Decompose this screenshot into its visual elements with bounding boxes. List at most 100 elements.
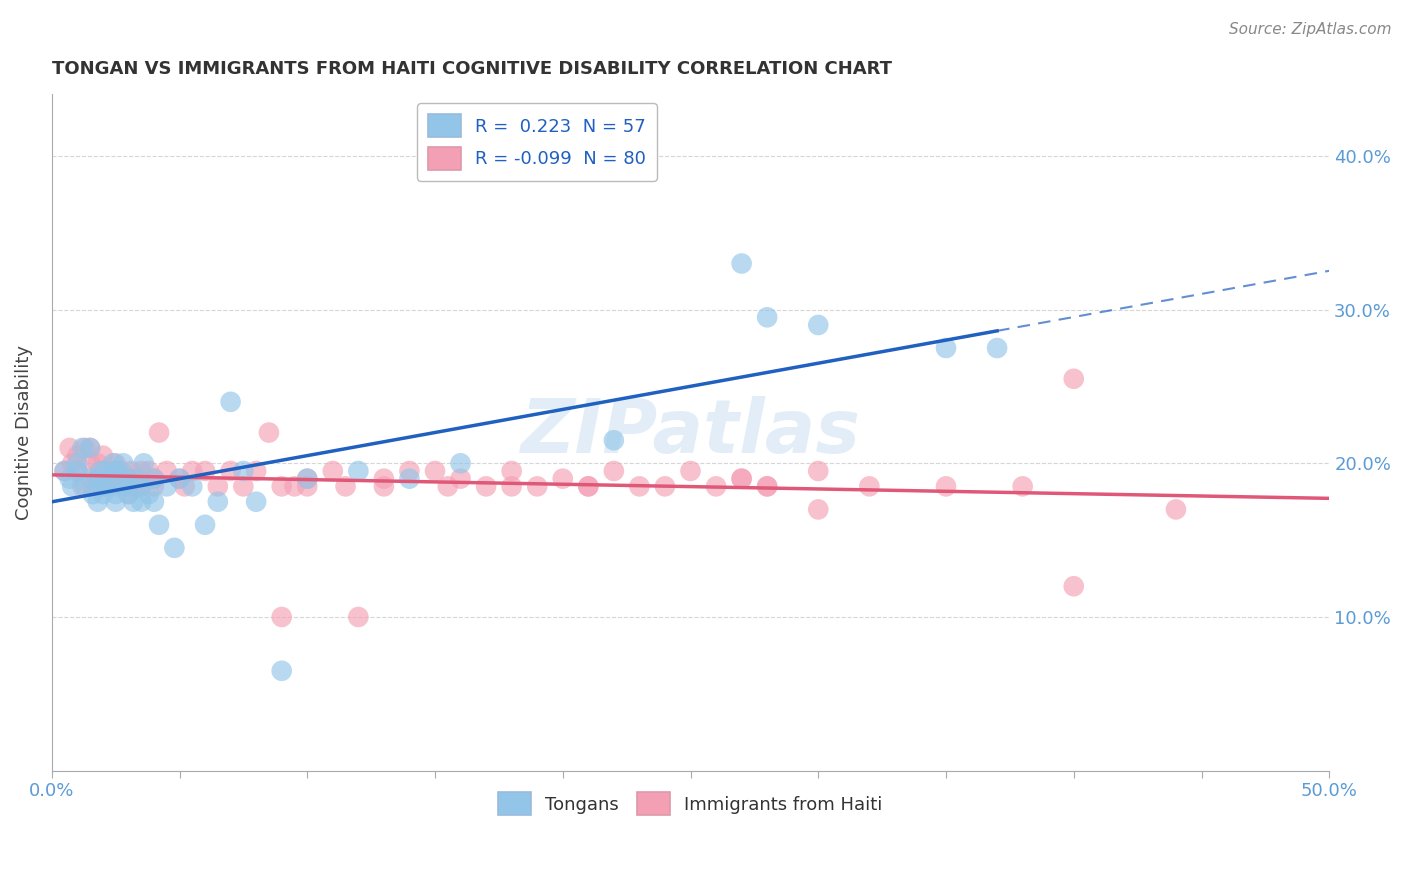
Point: [110, 464, 132, 478]
Point: [181, 464, 204, 478]
Point: [1164, 502, 1187, 516]
Point: [89, 464, 111, 478]
Point: [104, 494, 127, 508]
Point: [53, 464, 76, 478]
Point: [94, 479, 117, 493]
Point: [91, 479, 114, 493]
Point: [59, 441, 82, 455]
Point: [436, 479, 458, 493]
Point: [79, 472, 101, 486]
Point: [576, 479, 599, 493]
Point: [270, 664, 292, 678]
Point: [730, 472, 752, 486]
Point: [322, 464, 344, 478]
Point: [73, 441, 96, 455]
Point: [756, 479, 779, 493]
Point: [66, 464, 89, 478]
Point: [129, 479, 152, 493]
Point: [935, 341, 957, 355]
Point: [104, 487, 127, 501]
Point: [66, 456, 89, 470]
Point: [104, 479, 127, 493]
Point: [73, 479, 96, 493]
Point: [181, 479, 204, 493]
Point: [398, 472, 420, 486]
Point: [501, 464, 523, 478]
Point: [132, 456, 155, 470]
Point: [756, 479, 779, 493]
Point: [142, 472, 165, 486]
Point: [87, 494, 110, 508]
Point: [79, 441, 101, 455]
Point: [219, 394, 242, 409]
Point: [82, 479, 104, 493]
Point: [628, 479, 651, 493]
Point: [526, 479, 548, 493]
Point: [79, 441, 101, 455]
Point: [756, 310, 779, 325]
Point: [169, 472, 191, 486]
Point: [232, 479, 254, 493]
Point: [66, 464, 89, 478]
Point: [283, 479, 305, 493]
Point: [97, 472, 120, 486]
Point: [398, 464, 420, 478]
Point: [129, 494, 152, 508]
Point: [986, 341, 1008, 355]
Point: [91, 487, 114, 501]
Point: [1063, 579, 1085, 593]
Point: [104, 456, 127, 470]
Point: [347, 464, 370, 478]
Point: [91, 464, 114, 478]
Point: [142, 472, 165, 486]
Point: [297, 472, 319, 486]
Point: [72, 479, 94, 493]
Point: [935, 479, 957, 493]
Point: [194, 464, 217, 478]
Point: [245, 464, 267, 478]
Point: [112, 479, 135, 493]
Point: [117, 472, 139, 486]
Point: [87, 472, 110, 486]
Point: [207, 494, 229, 508]
Point: [148, 425, 170, 440]
Point: [66, 449, 89, 463]
Point: [270, 479, 292, 493]
Point: [59, 472, 82, 486]
Point: [87, 456, 110, 470]
Point: [117, 487, 139, 501]
Point: [117, 479, 139, 493]
Point: [163, 541, 186, 555]
Point: [60, 456, 83, 470]
Point: [730, 256, 752, 270]
Point: [97, 479, 120, 493]
Point: [156, 479, 179, 493]
Point: [120, 464, 142, 478]
Point: [72, 441, 94, 455]
Point: [576, 479, 599, 493]
Point: [101, 464, 124, 478]
Point: [87, 472, 110, 486]
Text: TONGAN VS IMMIGRANTS FROM HAITI COGNITIVE DISABILITY CORRELATION CHART: TONGAN VS IMMIGRANTS FROM HAITI COGNITIV…: [52, 60, 891, 78]
Point: [107, 464, 129, 478]
Text: Source: ZipAtlas.com: Source: ZipAtlas.com: [1229, 22, 1392, 37]
Point: [373, 479, 395, 493]
Text: ZIPatlas: ZIPatlas: [520, 396, 860, 469]
Point: [148, 517, 170, 532]
Point: [94, 464, 117, 478]
Y-axis label: Cognitive Disability: Cognitive Disability: [15, 345, 32, 520]
Point: [122, 494, 145, 508]
Point: [807, 464, 830, 478]
Point: [91, 449, 114, 463]
Point: [104, 472, 127, 486]
Point: [117, 472, 139, 486]
Point: [232, 464, 254, 478]
Point: [142, 494, 165, 508]
Point: [125, 472, 148, 486]
Point: [97, 472, 120, 486]
Point: [858, 479, 880, 493]
Point: [423, 464, 446, 478]
Point: [297, 472, 319, 486]
Point: [450, 472, 472, 486]
Point: [169, 472, 191, 486]
